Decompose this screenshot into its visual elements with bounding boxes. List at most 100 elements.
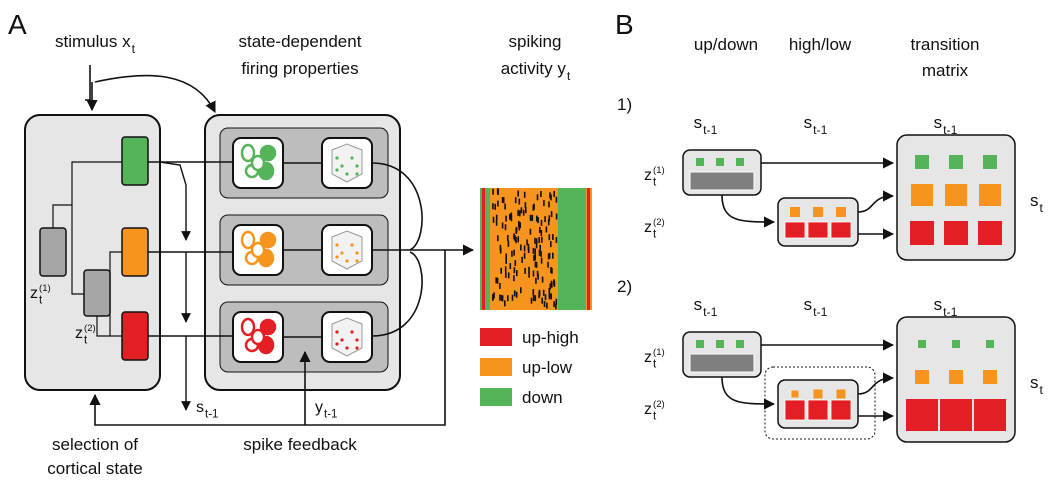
prob-square	[813, 207, 823, 217]
spike	[533, 271, 535, 277]
column-header: high/low	[789, 35, 852, 54]
spike	[500, 268, 502, 274]
y-prev-label-sub: t-1	[324, 409, 337, 421]
spike	[513, 275, 515, 281]
z2-label-sup: (2)	[84, 323, 96, 334]
prob-square	[790, 207, 800, 217]
up-high-node	[122, 312, 148, 360]
dice-shape	[332, 318, 362, 356]
s-header-sub: t-1	[703, 123, 717, 137]
z1-label-sub: t	[653, 359, 657, 371]
dice-dot	[350, 330, 353, 333]
s-header-sub: t-1	[703, 305, 717, 319]
spike	[524, 268, 526, 274]
spike	[517, 236, 519, 242]
prob-square	[949, 370, 963, 384]
spike	[520, 245, 522, 251]
prob-square	[906, 399, 938, 431]
connector	[85, 65, 90, 100]
page: { "panel_a": { "label": "A", "stimulus":…	[0, 0, 1050, 480]
prob-square	[831, 400, 851, 420]
prob-square	[696, 158, 704, 166]
s-t-label-base: s	[1030, 191, 1039, 210]
spike	[534, 249, 536, 255]
s-header-sub: t-1	[813, 305, 827, 319]
s-header-base: s	[694, 295, 703, 314]
spike	[509, 214, 511, 220]
spike	[546, 303, 548, 309]
spike	[539, 291, 541, 297]
spike	[541, 230, 543, 236]
spike	[550, 283, 552, 289]
spike	[505, 216, 507, 222]
spike	[503, 197, 505, 203]
dice-shape	[332, 231, 362, 269]
dice-dot	[345, 259, 348, 262]
spike	[540, 251, 542, 257]
figure: Astimulus xtstate-dependentfiring proper…	[0, 0, 1050, 480]
up-low-node	[122, 228, 148, 276]
spike	[532, 215, 534, 221]
s-header-sub: t-1	[813, 123, 827, 137]
spike	[515, 228, 517, 234]
connector	[722, 377, 774, 404]
z1-label-sub: t	[653, 177, 657, 189]
column-header: transition	[911, 35, 980, 54]
spike	[540, 191, 542, 197]
dice-dot	[355, 172, 358, 175]
z1-label-base: z	[30, 285, 38, 302]
spike	[493, 217, 495, 223]
z1-label-base: z	[644, 167, 652, 184]
dice-dot	[355, 346, 358, 349]
spike	[504, 300, 506, 306]
z1-label-sup: (1)	[653, 347, 665, 358]
legend-swatch	[480, 388, 512, 406]
spike	[516, 270, 518, 276]
spike	[500, 245, 502, 251]
dice-dot	[345, 172, 348, 175]
firing-label: state-dependent	[239, 32, 362, 51]
raster-state	[482, 188, 485, 310]
z1-label-sup: (1)	[653, 165, 665, 176]
spike	[507, 235, 509, 241]
dice-dot	[335, 156, 338, 159]
prob-square	[837, 390, 846, 399]
spike	[511, 251, 513, 257]
down-node	[122, 137, 148, 185]
spike	[549, 192, 551, 198]
spike	[494, 204, 496, 210]
spike	[524, 192, 526, 198]
dice-dot	[340, 164, 343, 167]
spike	[520, 287, 522, 293]
column-header: matrix	[922, 61, 969, 80]
dice-dot	[335, 168, 338, 171]
prob-square	[978, 221, 1002, 245]
prob-square	[736, 340, 744, 348]
s-t-label-base: s	[1030, 373, 1039, 392]
spike	[533, 289, 535, 295]
spiking-label: spiking	[509, 32, 562, 51]
spike	[497, 201, 499, 207]
prob-square	[831, 222, 851, 238]
spike	[541, 258, 543, 264]
feedback-label: spike feedback	[243, 435, 357, 454]
z1-label-base: z	[644, 349, 652, 366]
dice-dot	[355, 338, 358, 341]
row-label: 2)	[617, 277, 632, 296]
spike	[550, 267, 552, 273]
prob-square	[808, 400, 828, 420]
spike	[505, 272, 507, 278]
prob-square	[910, 221, 934, 245]
dice-dot	[335, 243, 338, 246]
spike	[502, 295, 504, 301]
dice-dot	[340, 251, 343, 254]
prob-square	[944, 221, 968, 245]
dice-dot	[335, 330, 338, 333]
prob-square	[716, 340, 724, 348]
s-header-base: s	[934, 295, 943, 314]
dice-dot	[350, 156, 353, 159]
spike	[525, 202, 527, 208]
spike	[499, 283, 501, 289]
spike	[552, 234, 554, 240]
spike	[533, 295, 535, 301]
